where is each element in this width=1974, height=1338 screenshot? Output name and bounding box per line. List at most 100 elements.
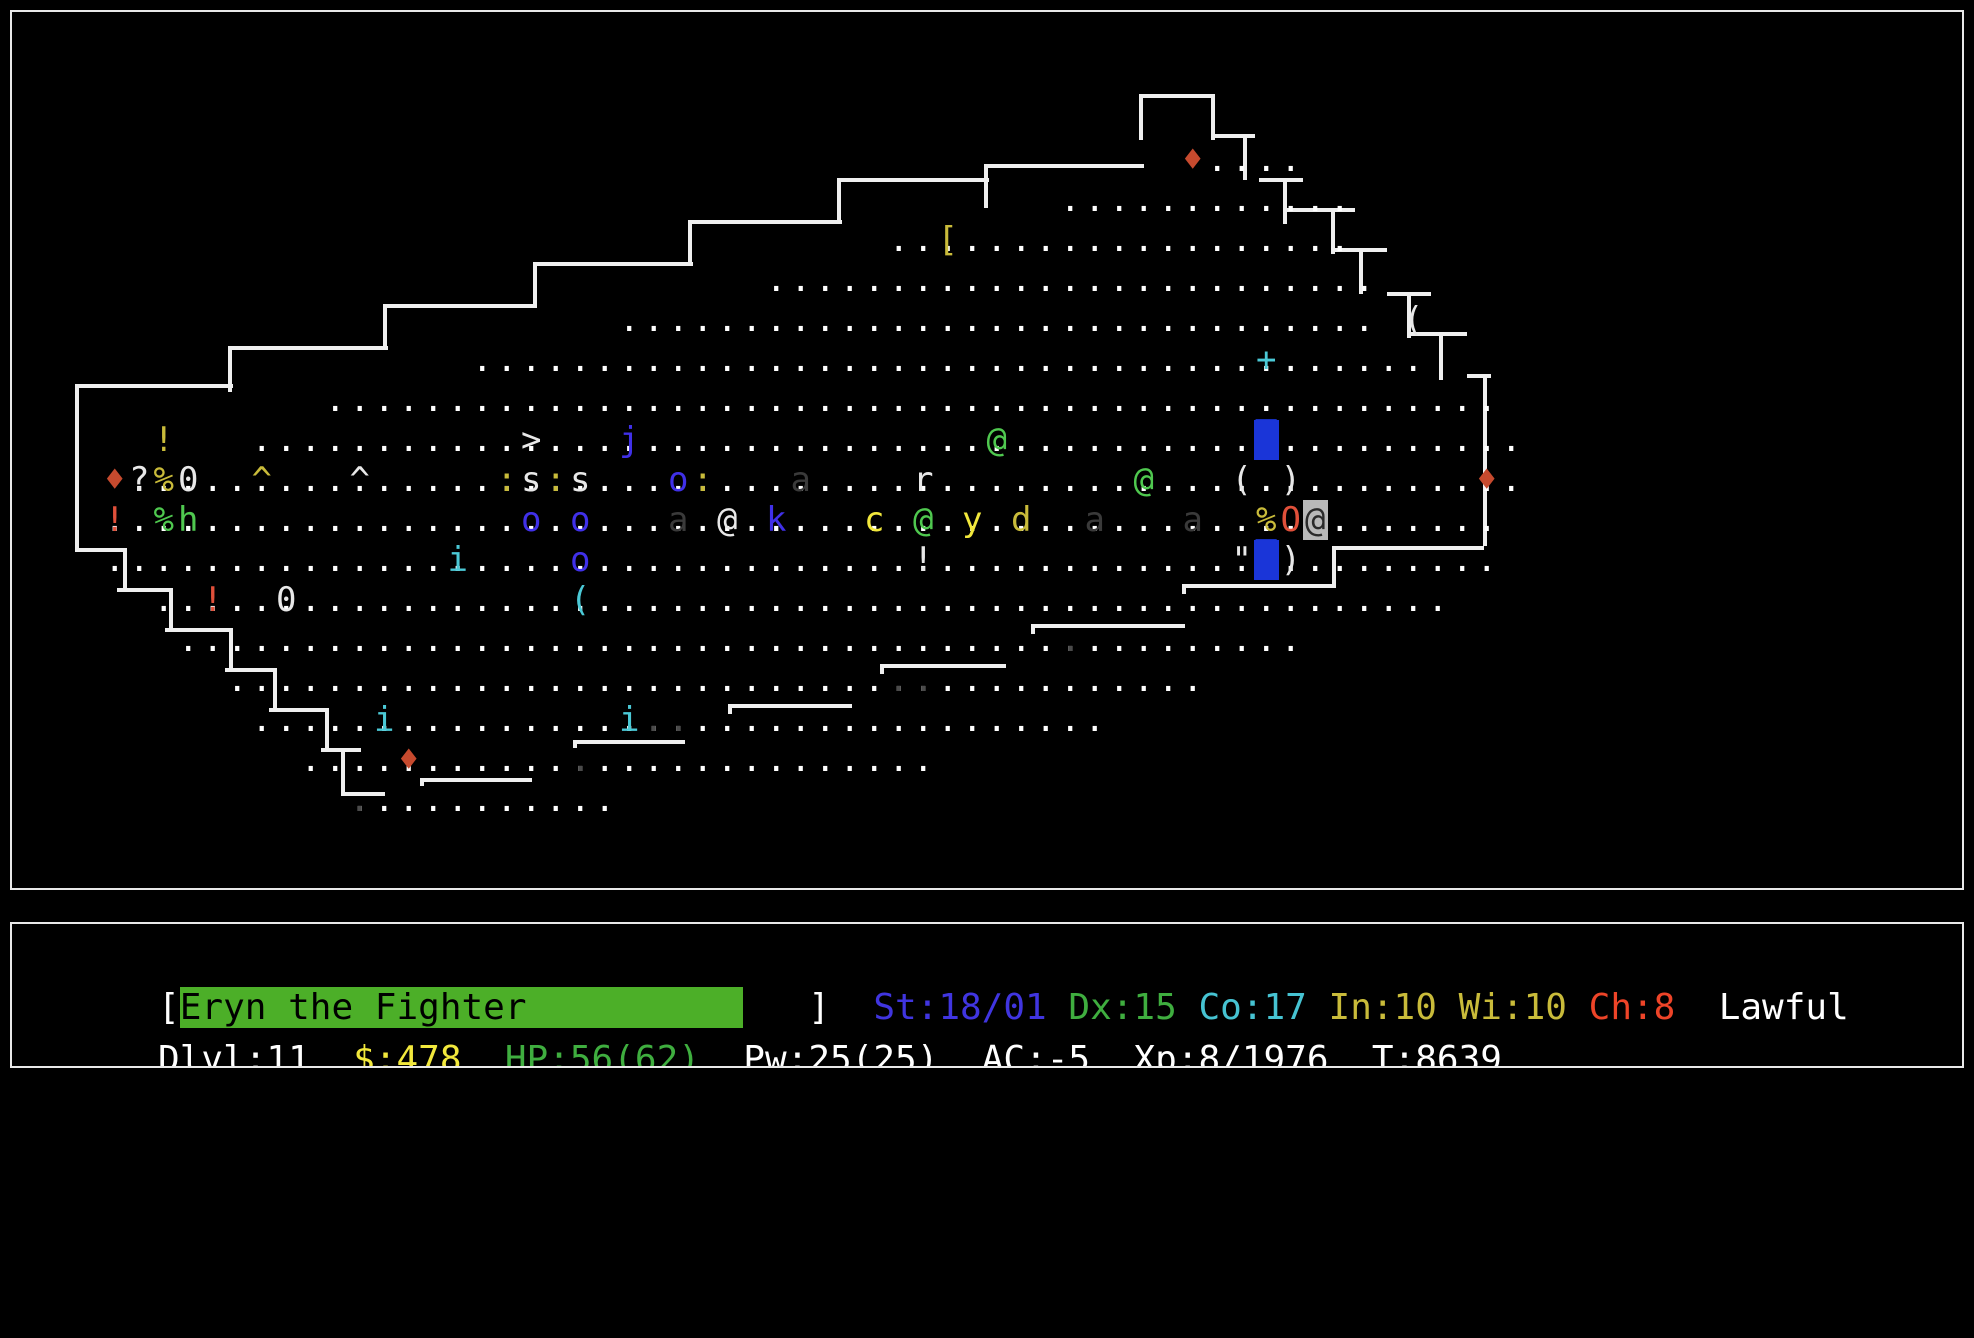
map-floor-tile: .: [1231, 380, 1252, 420]
map-monster-glyph[interactable]: s: [570, 460, 591, 500]
map-monster-glyph[interactable]: @: [717, 500, 738, 540]
map-floor-tile: .: [717, 340, 738, 380]
map-floor-tile: .: [447, 700, 468, 740]
map-monster-glyph[interactable]: s: [521, 460, 542, 500]
map-glyph[interactable]: :: [692, 460, 713, 500]
map-item-glyph[interactable]: !: [104, 500, 125, 540]
map-floor-tile: .: [913, 420, 934, 460]
map-monster-glyph[interactable]: i: [447, 540, 468, 580]
map-floor-tile: .: [668, 460, 689, 500]
map-item-glyph[interactable]: ♦: [1476, 460, 1497, 500]
map-floor-tile: .: [325, 740, 346, 780]
map-monster-glyph[interactable]: @: [1303, 500, 1328, 540]
map-floor-tile: .: [202, 540, 223, 580]
map-monster-glyph[interactable]: @: [986, 420, 1007, 460]
map-floor-tile: .: [1084, 260, 1105, 300]
map-monster-glyph[interactable]: k: [766, 500, 787, 540]
map-monster-glyph[interactable]: i: [619, 700, 640, 740]
wall-segment: [1467, 374, 1491, 378]
map-floor-tile: .: [349, 740, 370, 780]
map-floor-tile: .: [423, 420, 444, 460]
map-item-glyph[interactable]: !: [913, 540, 934, 580]
map-panel[interactable]: ........................................…: [10, 10, 1964, 890]
map-floor-tile: .: [790, 540, 811, 580]
map-floor-tile: .: [1109, 540, 1130, 580]
map-floor-tile: .: [1305, 460, 1326, 500]
map-item-glyph[interactable]: (: [1231, 460, 1252, 500]
map-item-glyph[interactable]: %: [1256, 500, 1277, 540]
map-item-glyph[interactable]: !: [153, 420, 174, 460]
map-floor-tile: .: [937, 380, 958, 420]
map-item-glyph[interactable]: ): [1280, 540, 1301, 580]
map-floor-tile: .: [594, 700, 615, 740]
map-floor-tile: .: [227, 460, 248, 500]
map-glyph[interactable]: :: [545, 460, 566, 500]
map-floor-tile: .: [888, 380, 909, 420]
map-floor-tile: .: [741, 300, 762, 340]
map-monster-glyph[interactable]: a: [668, 500, 689, 540]
map-monster-glyph[interactable]: a: [1084, 500, 1105, 540]
map-monster-glyph[interactable]: r: [913, 460, 934, 500]
map-item-glyph[interactable]: ): [1280, 460, 1301, 500]
map-floor-tile: .: [570, 420, 591, 460]
status-line-2: Dlvl:11 $:478 HP:56(62) Pw:25(25) AC:-5 …: [28, 982, 1946, 1066]
map-grid[interactable]: ........................................…: [12, 12, 1962, 888]
map-monster-glyph[interactable]: h: [178, 500, 199, 540]
map-glyph[interactable]: ^: [251, 460, 272, 500]
map-glyph[interactable]: >: [521, 420, 542, 460]
map-floor-tile: .: [1231, 300, 1252, 340]
map-item-glyph[interactable]: (: [1403, 300, 1424, 340]
map-monster-glyph[interactable]: O: [1280, 500, 1301, 540]
map-glyph[interactable]: :: [496, 460, 517, 500]
map-monster-glyph[interactable]: y: [962, 500, 983, 540]
map-item-glyph[interactable]: 0: [178, 460, 199, 500]
map-floor-tile: .: [276, 460, 297, 500]
map-floor-tile: .: [251, 460, 272, 500]
map-floor-tile: .: [1109, 620, 1130, 660]
map-monster-glyph[interactable]: d: [1011, 500, 1032, 540]
map-floor-tile: .: [1231, 340, 1252, 380]
map-monster-glyph[interactable]: c: [864, 500, 885, 540]
map-monster-glyph[interactable]: a: [1182, 500, 1203, 540]
map-glyph[interactable]: ^: [349, 460, 370, 500]
map-item-glyph[interactable]: ♦: [398, 740, 419, 780]
map-floor-tile: .: [545, 660, 566, 700]
map-floor-tile: .: [374, 580, 395, 620]
map-item-glyph[interactable]: !: [202, 580, 223, 620]
map-floor-tile: .: [839, 340, 860, 380]
map-item-glyph[interactable]: ♦: [1182, 140, 1203, 180]
map-item-glyph[interactable]: █: [1254, 540, 1279, 580]
map-floor-tile: .: [1158, 540, 1179, 580]
map-floor-tile: .: [423, 500, 444, 540]
map-monster-glyph[interactable]: a: [790, 460, 811, 500]
map-floor-tile: .: [692, 540, 713, 580]
map-floor-tile: .: [1060, 380, 1081, 420]
map-floor-tile: .: [937, 340, 958, 380]
map-item-glyph[interactable]: [: [937, 220, 958, 260]
map-item-glyph[interactable]: 0: [276, 580, 297, 620]
map-floor-tile: .: [1133, 620, 1154, 660]
map-floor-tile: .: [864, 620, 885, 660]
map-floor-tile: .: [423, 740, 444, 780]
map-item-glyph[interactable]: █: [1254, 420, 1279, 460]
map-monster-glyph[interactable]: @: [913, 500, 934, 540]
map-floor-tile: .: [594, 420, 615, 460]
status-line-1: [Eryn the Fighter ] St:18/01 Dx:15 Co:17…: [28, 930, 1946, 1028]
map-monster-glyph[interactable]: @: [1133, 460, 1154, 500]
map-floor-tile: .: [300, 620, 321, 660]
map-monster-glyph[interactable]: i: [374, 700, 395, 740]
map-item-glyph[interactable]: ?: [129, 460, 150, 500]
map-floor-tile: .: [398, 700, 419, 740]
map-monster-glyph[interactable]: o: [521, 500, 542, 540]
map-item-glyph[interactable]: ♦: [104, 460, 125, 500]
map-item-glyph[interactable]: +: [1256, 340, 1277, 380]
map-item-glyph[interactable]: ": [1231, 540, 1252, 580]
map-item-glyph[interactable]: %: [153, 460, 174, 500]
map-monster-glyph[interactable]: o: [668, 460, 689, 500]
map-item-glyph[interactable]: (: [570, 580, 591, 620]
map-monster-glyph[interactable]: o: [570, 540, 591, 580]
map-monster-glyph[interactable]: j: [619, 420, 640, 460]
map-monster-glyph[interactable]: o: [570, 500, 591, 540]
map-item-glyph[interactable]: %: [153, 500, 174, 540]
map-floor-tile: .: [717, 620, 738, 660]
